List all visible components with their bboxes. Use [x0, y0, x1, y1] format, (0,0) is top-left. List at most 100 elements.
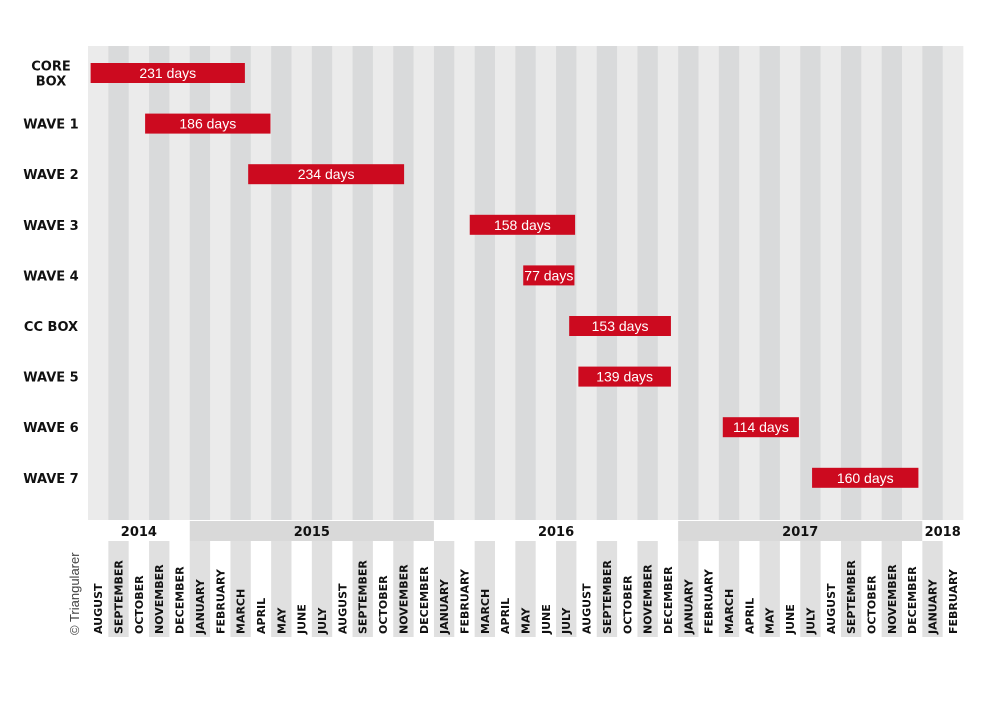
- row-label: WAVE 2: [23, 168, 78, 183]
- month-band: [678, 46, 699, 520]
- month-stripe: [678, 541, 699, 637]
- bar: [578, 366, 671, 387]
- month-band: [149, 46, 170, 520]
- month-label: MARCH: [723, 589, 736, 634]
- month-stripe: [433, 541, 455, 637]
- bar-value-label: 186 days: [179, 116, 236, 132]
- month-stripe: [189, 541, 211, 637]
- year-band: [189, 521, 434, 541]
- month-band: [779, 46, 801, 520]
- bar: [90, 63, 245, 83]
- month-stripe: [393, 541, 414, 637]
- month-label: DECEMBER: [418, 566, 431, 634]
- month-band: [88, 46, 109, 520]
- month-label: AUGUST: [581, 583, 594, 634]
- month-label: FEBRUARY: [947, 568, 960, 634]
- month-band: [657, 46, 679, 520]
- month-label: OCTOBER: [133, 575, 146, 634]
- month-band: [311, 46, 333, 520]
- month-label: JULY: [804, 607, 817, 635]
- month-label: NOVEMBER: [886, 564, 899, 634]
- row-label: WAVE 3: [23, 219, 78, 234]
- month-band: [881, 46, 903, 520]
- month-band: [698, 46, 720, 520]
- month-label: JUNE: [784, 604, 797, 635]
- month-band: [800, 46, 821, 520]
- month-band: [474, 46, 496, 520]
- month-label: OCTOBER: [377, 575, 390, 634]
- month-label: JUNE: [296, 604, 309, 635]
- month-band: [230, 46, 252, 520]
- bar: [469, 214, 576, 235]
- month-label: DECEMBER: [662, 566, 675, 634]
- year-axis: 2014 2015 2016 2017 2018: [88, 521, 964, 541]
- month-label: SEPTEMBER: [113, 560, 126, 634]
- month-stripe: [311, 541, 333, 637]
- month-label: SEPTEMBER: [601, 560, 614, 634]
- month-band: [291, 46, 313, 520]
- month-band: [718, 46, 740, 520]
- bar: [722, 417, 799, 438]
- month-label: APRIL: [743, 598, 756, 634]
- month-stripe: [800, 541, 821, 637]
- month-band: [739, 46, 760, 520]
- month-band: [840, 46, 862, 520]
- month-label: FEBRUARY: [458, 568, 471, 634]
- month-label: JANUARY: [927, 578, 940, 635]
- row-label: WAVE 1: [23, 118, 78, 133]
- month-label: MAY: [520, 607, 533, 634]
- bar: [812, 467, 919, 488]
- bar-value-label: 158 days: [494, 217, 551, 233]
- year-label: 2016: [538, 525, 574, 540]
- month-band: [759, 46, 781, 520]
- bar: [145, 113, 271, 134]
- month-label: NOVEMBER: [153, 564, 166, 634]
- month-band: [495, 46, 516, 520]
- month-label: DECEMBER: [174, 566, 187, 634]
- bar: [569, 316, 671, 336]
- month-band: [617, 46, 638, 520]
- month-label: AUGUST: [92, 583, 105, 634]
- month-stripe: [881, 541, 902, 637]
- month-label: AUGUST: [825, 583, 838, 634]
- month-band: [902, 46, 923, 520]
- year-label: 2017: [782, 525, 818, 540]
- year-band: [922, 521, 964, 541]
- credit-text: © Triangularer: [67, 552, 82, 635]
- row-label: WAVE 5: [23, 371, 78, 386]
- month-stripe: [515, 541, 536, 637]
- bar-value-label: 153 days: [592, 318, 649, 334]
- month-stripe: [637, 541, 658, 637]
- month-band: [433, 46, 455, 520]
- month-label: JULY: [560, 607, 573, 635]
- row-label: WAVE 4: [23, 269, 78, 284]
- row-label: WAVE 6: [23, 421, 78, 436]
- month-band: [576, 46, 598, 520]
- year-band: [88, 521, 190, 541]
- month-label: MAY: [275, 607, 288, 634]
- month-label: MARCH: [235, 589, 248, 634]
- bar-value-label: 139 days: [596, 369, 653, 385]
- row-label: CORE: [31, 60, 70, 75]
- month-stripe: [759, 541, 780, 637]
- month-band: [596, 46, 618, 520]
- month-stripe: [596, 541, 618, 637]
- month-band: [210, 46, 231, 520]
- month-band: [922, 46, 943, 520]
- month-axis: AUGUST SEPTEMBER OCTOBER NOVEMBER DECEMBER JA…: [92, 541, 960, 637]
- month-stripe: [230, 541, 251, 637]
- month-label: JULY: [316, 607, 329, 635]
- month-label: SEPTEMBER: [845, 560, 858, 634]
- bar-value-label: 234 days: [298, 166, 355, 182]
- month-label: DECEMBER: [906, 566, 919, 634]
- month-band: [413, 46, 435, 520]
- month-label: JANUARY: [438, 578, 451, 635]
- month-label: MAY: [764, 607, 777, 634]
- bar-value-label: 231 days: [139, 65, 196, 81]
- month-stripe: [718, 541, 740, 637]
- month-stripe: [108, 541, 129, 637]
- month-band: [637, 46, 659, 520]
- month-stripe: [149, 541, 170, 637]
